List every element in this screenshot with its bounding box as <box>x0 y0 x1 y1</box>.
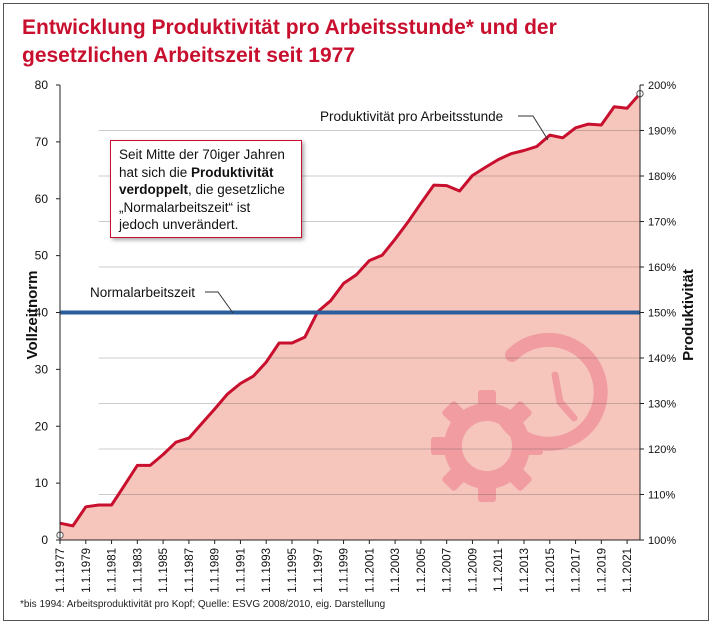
clock-gear-watermark <box>431 332 608 502</box>
gear-hole <box>465 424 509 468</box>
x-tick-label: 1.1.2017 <box>571 548 583 593</box>
y-tick-right-label: 150% <box>648 308 676 320</box>
y-tick-left-label: 60 <box>35 192 49 206</box>
y-tick-left-label: 50 <box>35 249 49 263</box>
x-tick-label: 1.1.1991 <box>235 548 247 593</box>
x-tick-label: 1.1.1981 <box>107 548 119 593</box>
y-tick-left-label: 80 <box>35 78 49 92</box>
x-tick-label: 1.1.1989 <box>210 548 222 593</box>
y-axis-left-title: Vollzeitnorm <box>24 271 41 360</box>
callout-text-1: Seit Mitte der 70iger Jahren hat sich di… <box>119 147 285 180</box>
y-tick-right-label: 200% <box>648 80 676 92</box>
x-tick-label: 1.1.1999 <box>339 548 351 593</box>
y-tick-left-label: 20 <box>35 419 49 433</box>
x-tick-label: 1.1.2009 <box>467 548 479 593</box>
x-tick-label: 1.1.2007 <box>442 548 454 593</box>
x-tick-label: 1.1.1983 <box>132 548 144 593</box>
y-tick-right-label: 120% <box>648 444 676 456</box>
productivity-label-leader <box>518 115 549 141</box>
y-tick-right-label: 190% <box>648 126 676 138</box>
series-label-productivity: Produktivität pro Arbeitsstunde <box>320 109 503 124</box>
y-tick-right-label: 180% <box>648 171 676 183</box>
x-tick-label: 1.1.1997 <box>313 548 325 593</box>
y-tick-right-label: 140% <box>648 353 676 365</box>
clock-hands <box>551 371 578 422</box>
y-tick-right-label: 110% <box>648 490 676 502</box>
y-axis-right-title: Produktivität <box>680 269 697 361</box>
y-tick-left-label: 30 <box>35 362 49 376</box>
x-tick-label: 1.1.2013 <box>519 548 531 593</box>
y-tick-right-label: 160% <box>648 262 676 274</box>
callout-text-bold: Produktivität verdoppelt <box>119 164 274 198</box>
x-tick-label: 1.1.1993 <box>261 548 273 593</box>
x-tick-label: 1.1.1979 <box>81 548 93 593</box>
callout-text-2: , die gesetzliche „Normalarbeitszeit“ is… <box>119 182 285 232</box>
normalarbeitszeit-label-leader <box>205 291 234 314</box>
footnote: *bis 1994: Arbeitsproduktivität pro Kopf… <box>20 599 386 610</box>
chart-title-line-1: Entwicklung Produktivität pro Arbeitsstu… <box>22 16 557 39</box>
gear-body <box>444 403 530 489</box>
productivity-line <box>59 92 642 528</box>
y-tick-right-label: 100% <box>648 535 676 547</box>
x-tick-label: 1.1.2005 <box>416 548 428 593</box>
callout-box: Seit Mitte der 70iger Jahren hat sich di… <box>110 140 302 238</box>
y-tick-left-label: 70 <box>35 135 49 149</box>
x-tick-label: 1.1.2003 <box>390 548 402 593</box>
x-tick-label: 1.1.2021 <box>622 548 634 593</box>
x-tick-label: 1.1.2015 <box>545 548 557 593</box>
x-tick-label: 1.1.1985 <box>158 548 170 593</box>
x-tick-label: 1.1.2011 <box>493 548 505 592</box>
x-tick-label: 1.1.2019 <box>596 548 608 593</box>
x-tick-label: 1.1.1995 <box>287 548 299 593</box>
y-tick-left-label: 10 <box>35 476 49 490</box>
y-tick-left-label: 0 <box>41 533 48 547</box>
chart-title-line-2: gesetzlichen Arbeitszeit seit 1977 <box>22 44 356 67</box>
y-tick-right-label: 130% <box>648 399 676 411</box>
y-tick-left-label: 40 <box>35 306 49 320</box>
x-tick-label: 1.1.1987 <box>184 548 196 593</box>
series-label-normalarbeitszeit: Normalarbeitszeit <box>90 285 195 300</box>
x-tick-label: 1.1.2001 <box>364 548 376 593</box>
y-tick-right-label: 170% <box>648 217 676 229</box>
chart-title: Entwicklung Produktivität pro Arbeitsstu… <box>22 14 672 70</box>
x-tick-label: 1.1.1977 <box>55 548 67 593</box>
